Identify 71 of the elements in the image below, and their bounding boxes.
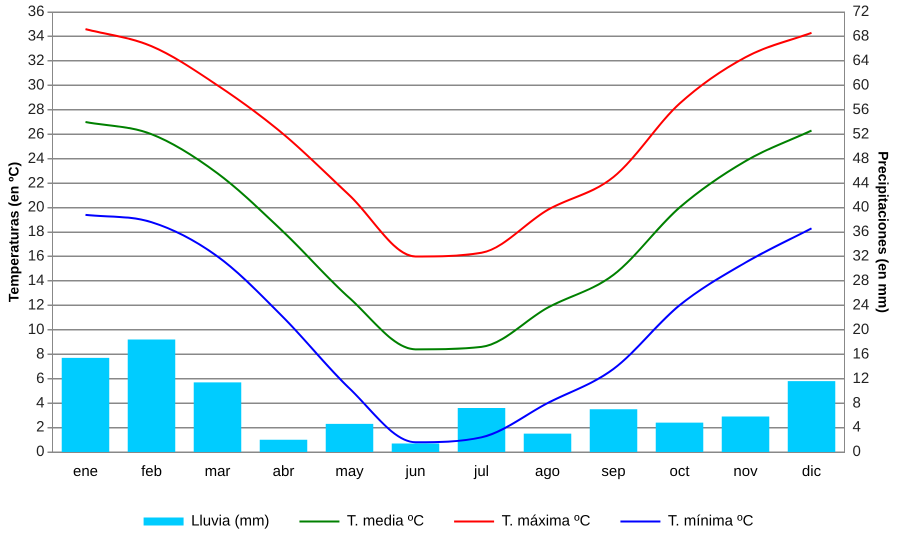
y2-tick-label: 68 [852, 28, 870, 45]
x-tick-label: mar [204, 463, 230, 480]
y2-tick-label: 8 [852, 394, 861, 412]
legend-label: T. mínima ºC [668, 512, 754, 530]
y2-tick-label: 56 [852, 100, 870, 118]
x-tick-label: jun [404, 463, 426, 480]
y2-tick-label: 40 [852, 198, 870, 216]
x-tick-label: jul [472, 463, 490, 480]
y2-tick-label: 60 [852, 76, 870, 94]
line-series [84, 121, 813, 350]
bar [62, 358, 110, 452]
bar [722, 416, 770, 452]
bar [788, 381, 836, 452]
bar [260, 440, 308, 452]
y2-tick-label: 12 [852, 370, 870, 387]
y-axis-title: Temperaturas (en ºC) [5, 162, 22, 302]
x-tick-label: dic [802, 463, 822, 480]
line-series [84, 214, 813, 444]
y2-tick-label: 72 [852, 3, 870, 20]
y2-tick-label: 20 [852, 320, 870, 338]
y2-tick-label: 48 [852, 150, 870, 167]
y-tick-label: 34 [28, 28, 44, 45]
bar [590, 409, 638, 452]
bar [128, 340, 176, 452]
y-tick-label: 26 [28, 125, 44, 142]
x-tick-label: sep [601, 463, 626, 480]
y-tick-label: 2 [36, 418, 44, 436]
y-tick-label: 4 [36, 394, 44, 412]
y2-tick-label: 36 [852, 223, 870, 240]
y2-tick-label: 52 [852, 125, 870, 142]
bar [656, 422, 704, 452]
y-tick-label: 28 [28, 100, 44, 118]
y-tick-label: 30 [28, 76, 44, 94]
y-tick-label: 18 [28, 223, 44, 240]
x-tick-label: abr [272, 463, 294, 480]
y-tick-label: 6 [36, 370, 44, 387]
legend-label: T. media ºC [346, 512, 424, 530]
y-tick-label: 8 [36, 345, 44, 362]
legend-label: Lluvia (mm) [191, 512, 270, 530]
bar [194, 382, 242, 452]
x-tick-label: feb [141, 463, 162, 480]
y-tick-label: 20 [28, 198, 44, 216]
bar [326, 424, 374, 452]
x-tick-label: ene [72, 463, 98, 480]
y-tick-label: 0 [36, 443, 44, 460]
y-tick-label: 22 [28, 174, 44, 192]
y2-tick-label: 64 [852, 52, 870, 70]
x-tick-label: may [335, 463, 364, 480]
line-series [84, 28, 813, 258]
bar [458, 408, 506, 452]
bar [524, 434, 572, 452]
y-tick-label: 36 [28, 3, 44, 20]
legend-label: T. máxima ºC [502, 512, 591, 530]
x-tick-label: nov [733, 463, 758, 480]
y2-tick-label: 0 [852, 443, 861, 460]
bar [392, 443, 440, 452]
y2-tick-label: 16 [852, 345, 870, 362]
y-tick-label: 14 [28, 272, 44, 290]
y2-tick-label: 24 [852, 296, 870, 314]
y-tick-label: 10 [28, 320, 44, 338]
y2-tick-label: 32 [852, 248, 870, 265]
y2-axis-title: Precipitaciones (en mm) [876, 151, 892, 313]
y-tick-label: 32 [28, 52, 44, 70]
y2-tick-label: 28 [852, 272, 870, 290]
y-tick-label: 16 [28, 248, 44, 265]
x-tick-label: ago [534, 463, 560, 480]
y2-tick-label: 44 [852, 174, 870, 192]
y-tick-label: 24 [28, 150, 44, 167]
y-tick-label: 12 [28, 296, 44, 314]
x-tick-label: oct [670, 463, 690, 480]
y2-tick-label: 4 [852, 418, 861, 436]
